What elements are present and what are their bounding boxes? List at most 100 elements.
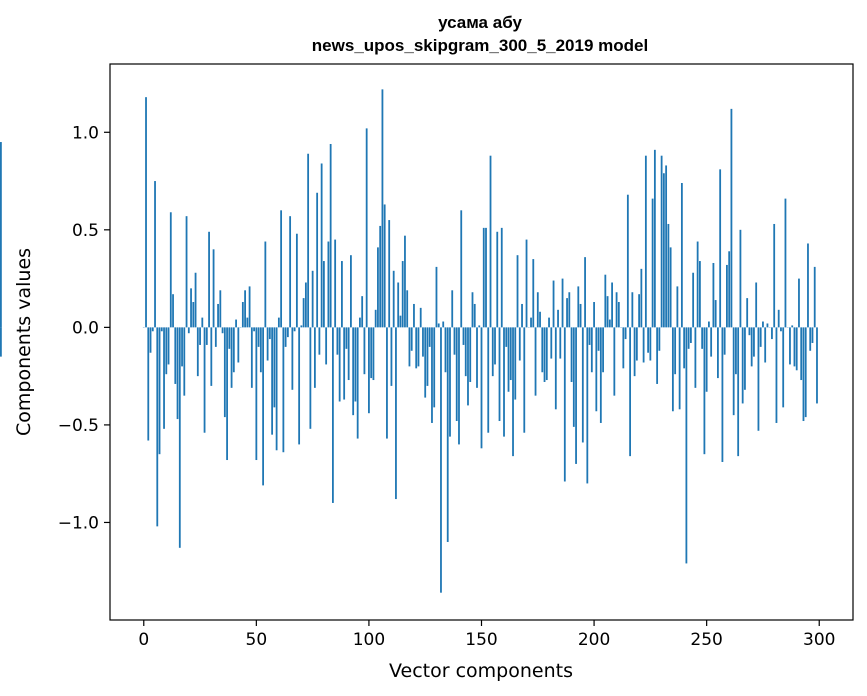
bar-205 (604, 274, 607, 328)
bar-184 (557, 309, 559, 328)
bar-70 (300, 325, 303, 328)
bar-126 (426, 327, 429, 386)
chart-subtitle: news_upos_skipgram_300_5_2019 model (312, 36, 648, 55)
bar-264 (737, 327, 740, 457)
bar-190 (570, 327, 573, 382)
bar-50 (255, 327, 258, 461)
bar-39 (230, 327, 233, 388)
bar-8 (160, 327, 163, 332)
y-tick-label: −1.0 (58, 513, 99, 533)
bar-254 (714, 300, 717, 328)
bar-179 (545, 327, 548, 381)
bar-233 (667, 223, 670, 328)
bar-29 (208, 231, 210, 328)
bar-24 (196, 327, 199, 377)
bar-80 (322, 261, 325, 328)
bar-155 (491, 327, 494, 377)
bar-44 (241, 302, 244, 328)
bar-231 (662, 173, 665, 328)
bar-37 (226, 327, 228, 461)
bar-236 (674, 327, 677, 375)
bar-208 (611, 282, 613, 328)
bar-175 (536, 292, 539, 328)
y-axis: −1.0 −0.5 0.0 0.5 1.0 (58, 123, 110, 533)
bar-259 (726, 264, 728, 328)
x-tick-label: 100 (353, 630, 385, 650)
bar-135 (446, 327, 449, 542)
bar-266 (741, 327, 744, 404)
bar-256 (719, 169, 722, 328)
bar-undefined (0, 142, 2, 328)
bar-79 (320, 163, 323, 328)
bar-265 (739, 229, 742, 328)
bar-78 (318, 327, 321, 355)
bar-60 (277, 317, 280, 328)
y-tick-label: 0.0 (72, 318, 99, 338)
bar-248 (701, 327, 704, 349)
bar-172 (530, 317, 532, 328)
x-tick-label: 250 (690, 630, 722, 650)
bar-55 (266, 327, 269, 361)
bar-53 (262, 327, 264, 486)
bar-83 (329, 143, 332, 328)
bar-270 (750, 327, 753, 367)
bar-81 (325, 327, 328, 365)
bar-297 (811, 327, 814, 343)
bar-197 (586, 327, 589, 484)
bar-103 (374, 309, 377, 328)
bars-group (0, 89, 818, 593)
bar-100 (368, 327, 370, 414)
bar-222 (642, 327, 645, 363)
bar-134 (444, 327, 447, 373)
bar-227 (653, 149, 656, 328)
bar-263 (735, 327, 737, 375)
bar-217 (631, 292, 634, 328)
bar-147 (473, 303, 476, 328)
bar-101 (370, 327, 373, 379)
bar-284 (782, 327, 785, 408)
bar-187 (563, 327, 566, 482)
bar-251 (708, 321, 710, 328)
bar-275 (762, 321, 764, 328)
bar-98 (363, 327, 366, 375)
x-axis: 0 50 100 150 200 250 300 (138, 620, 835, 650)
bar-246 (696, 241, 699, 328)
bar-33 (217, 303, 219, 328)
bar-65 (289, 216, 292, 328)
bar-211 (617, 302, 620, 328)
bar-48 (250, 327, 253, 388)
bar-138 (453, 327, 456, 355)
bar-42 (237, 327, 240, 363)
bar-95 (356, 327, 359, 439)
y-axis-label: Components values (13, 248, 35, 436)
bar-271 (753, 327, 755, 357)
bar-169 (523, 327, 526, 433)
bar-102 (372, 327, 375, 381)
bar-120 (413, 303, 415, 328)
bar-122 (417, 327, 420, 367)
bar-203 (599, 327, 602, 423)
bar-119 (410, 327, 413, 351)
bar-14 (174, 327, 177, 384)
bar-215 (626, 194, 629, 328)
bar-88 (341, 261, 343, 328)
bar-141 (460, 210, 463, 328)
bar-167 (518, 327, 521, 361)
bar-32 (214, 327, 217, 347)
bar-200 (593, 302, 595, 328)
bar-4 (151, 327, 154, 332)
bar-59 (275, 327, 278, 451)
bar-145 (469, 327, 472, 382)
bar-62 (282, 327, 285, 453)
bar-67 (293, 327, 296, 332)
bar-186 (561, 278, 564, 328)
bar-206 (606, 296, 609, 328)
bar-140 (458, 327, 460, 445)
bar-51 (257, 327, 260, 347)
bar-114 (399, 315, 402, 328)
bar-71 (302, 298, 305, 328)
bar-272 (755, 282, 758, 328)
bar-239 (680, 183, 683, 328)
bar-52 (259, 327, 262, 373)
bar-291 (798, 278, 800, 328)
